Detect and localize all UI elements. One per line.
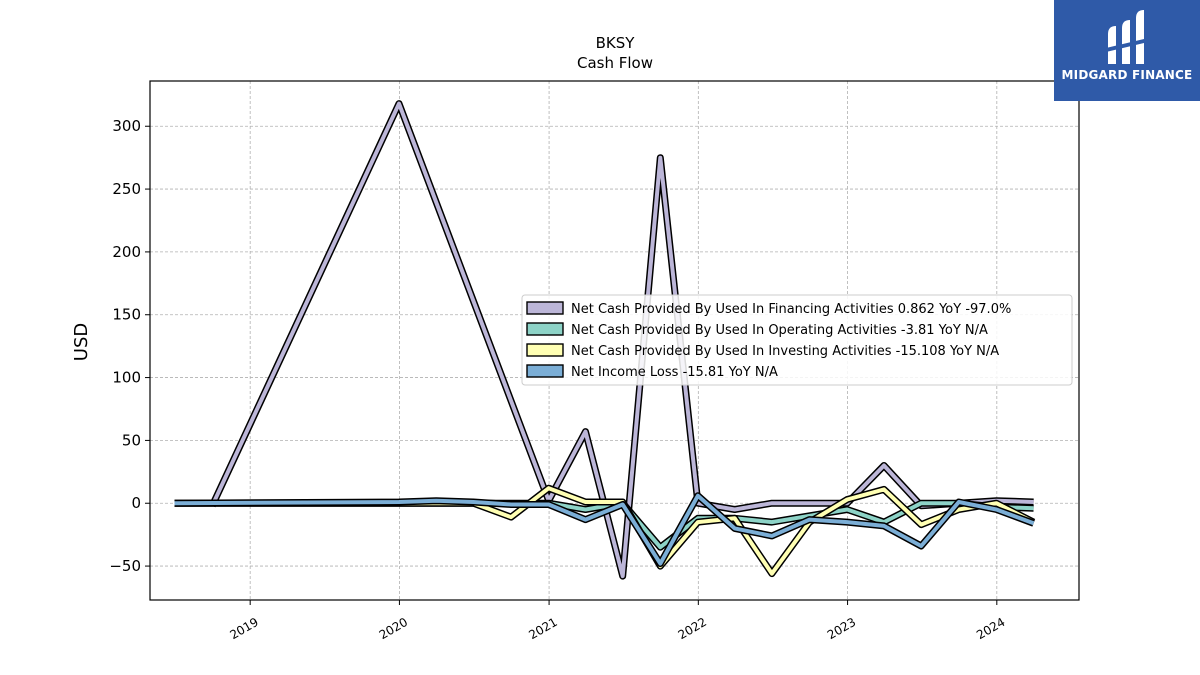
y-tick-label: 150 (112, 306, 141, 324)
series-line-4 (174, 493, 1035, 566)
y-tick-label: −50 (109, 557, 141, 575)
legend-box (521, 294, 1073, 386)
legend-swatch-4 (526, 364, 564, 378)
series-line-3 (174, 486, 1035, 576)
y-axis-label: USD (71, 323, 92, 361)
legend-label-1: Net Cash Provided By Used In Financing A… (571, 302, 1011, 317)
plot-frame (149, 80, 1080, 601)
chart-subtitle: Cash Flow (577, 54, 653, 72)
x-tick-label: 2020 (377, 615, 410, 642)
legend-swatch-1 (526, 301, 564, 315)
y-tick-label: 50 (122, 431, 141, 449)
grid (150, 81, 1079, 600)
legend-swatch-2 (526, 322, 564, 336)
midgard-logo-icon (1106, 10, 1148, 64)
x-tick-label: 2019 (227, 615, 260, 642)
y-tick-label: 200 (112, 243, 141, 261)
legend-label-2: Net Cash Provided By Used In Operating A… (571, 323, 988, 338)
legend: Net Cash Provided By Used In Financing A… (521, 294, 1073, 386)
legend-label-4: Net Income Loss -15.81 YoY N/A (571, 365, 778, 380)
x-tick-label: 2023 (825, 615, 858, 642)
x-tick-label: 2024 (974, 615, 1007, 642)
chart-title: BKSY (596, 34, 636, 52)
legend-swatch-3 (526, 343, 564, 357)
brand-logo: MIDGARD FINANCE (1054, 0, 1200, 101)
y-tick-label: 250 (112, 180, 141, 198)
x-tick-label: 2021 (526, 615, 559, 642)
y-tick-label: 300 (112, 117, 141, 135)
brand-logo-text: MIDGARD FINANCE (1061, 68, 1193, 82)
x-tick-label: 2022 (676, 615, 709, 642)
y-tick-label: 0 (131, 494, 141, 512)
series-layer (174, 100, 1036, 580)
y-tick-label: 100 (112, 369, 141, 387)
legend-label-3: Net Cash Provided By Used In Investing A… (571, 344, 999, 359)
